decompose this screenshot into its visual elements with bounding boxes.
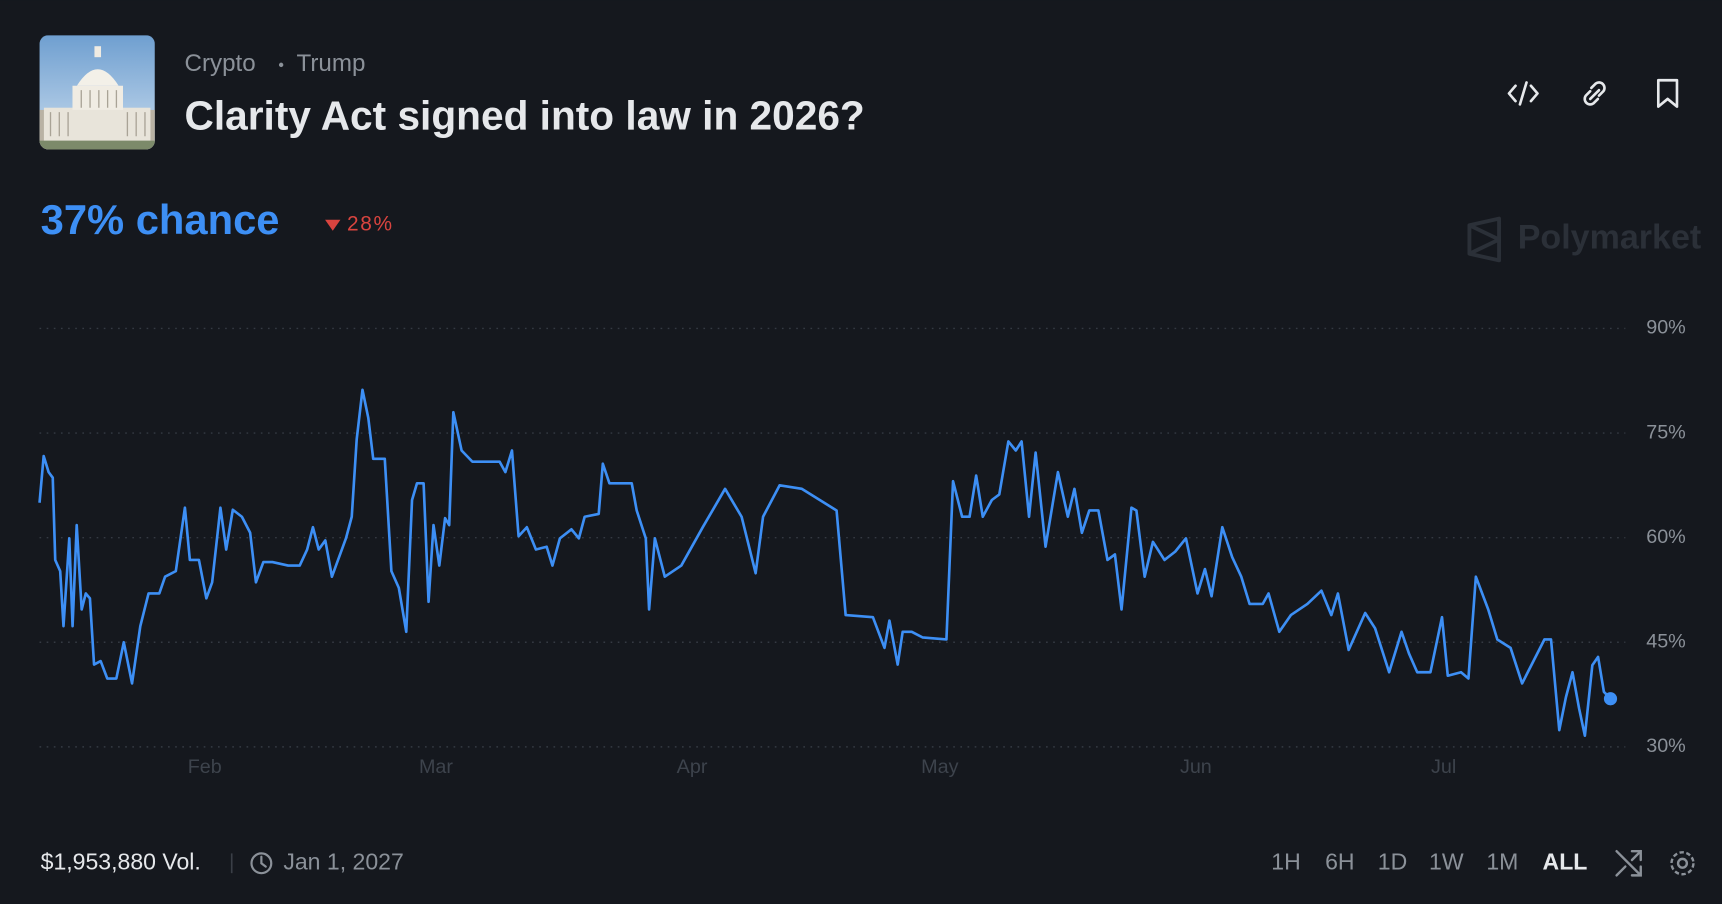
- y-tick-label: 75%: [1646, 421, 1686, 443]
- x-tick-label: May: [921, 756, 958, 778]
- breadcrumb[interactable]: Trump: [297, 50, 366, 77]
- brand-name: Polymarket: [1518, 218, 1701, 256]
- y-tick-label: 30%: [1646, 735, 1686, 757]
- change-label: 28%: [347, 213, 394, 236]
- volume: $1,953,880 Vol.: [41, 848, 201, 874]
- breadcrumb[interactable]: Crypto: [185, 50, 256, 77]
- x-tick-label: Jun: [1180, 756, 1212, 778]
- settings-button[interactable]: [1670, 851, 1695, 876]
- brand-watermark: Polymarket: [1467, 216, 1701, 263]
- x-tick-label: Apr: [677, 756, 708, 778]
- y-tick-label: 60%: [1646, 526, 1686, 548]
- copy-link-button[interactable]: [1576, 75, 1613, 112]
- clock-icon: [250, 852, 273, 875]
- timeframe-button[interactable]: 1M: [1486, 848, 1518, 874]
- market-thumbnail[interactable]: [39, 35, 155, 150]
- chance-label: 37% chance: [41, 196, 280, 243]
- x-tick-label: Mar: [419, 756, 453, 778]
- timeframe-selector: 1H 6H 1D 1W 1M ALL: [1271, 848, 1587, 874]
- breadcrumb-separator: [278, 62, 284, 68]
- end-date: Jan 1, 2027: [283, 848, 403, 874]
- market-title: Clarity Act signed into law in 2026?: [185, 92, 865, 138]
- y-tick-label: 45%: [1646, 630, 1686, 652]
- current-point: [1603, 692, 1618, 706]
- change-down-arrow: [325, 219, 341, 231]
- y-tick-label: 90%: [1646, 317, 1686, 339]
- timeframe-button[interactable]: ALL: [1543, 848, 1588, 874]
- price-chart: 30% 45% 60% 75% 90% Feb Mar Apr May Jun Jul: [38, 317, 1686, 778]
- price-line: [38, 388, 1612, 738]
- shuffle-button[interactable]: [1612, 847, 1645, 880]
- embed-button[interactable]: [1505, 75, 1542, 112]
- timeframe-button[interactable]: 1H: [1271, 848, 1300, 874]
- timeframe-button[interactable]: 1D: [1378, 848, 1407, 874]
- timeframe-button[interactable]: 1W: [1429, 848, 1464, 874]
- x-tick-label: Jul: [1431, 756, 1456, 778]
- x-tick-label: Feb: [188, 756, 222, 778]
- bookmark-button[interactable]: [1648, 75, 1685, 112]
- timeframe-button[interactable]: 6H: [1325, 848, 1354, 874]
